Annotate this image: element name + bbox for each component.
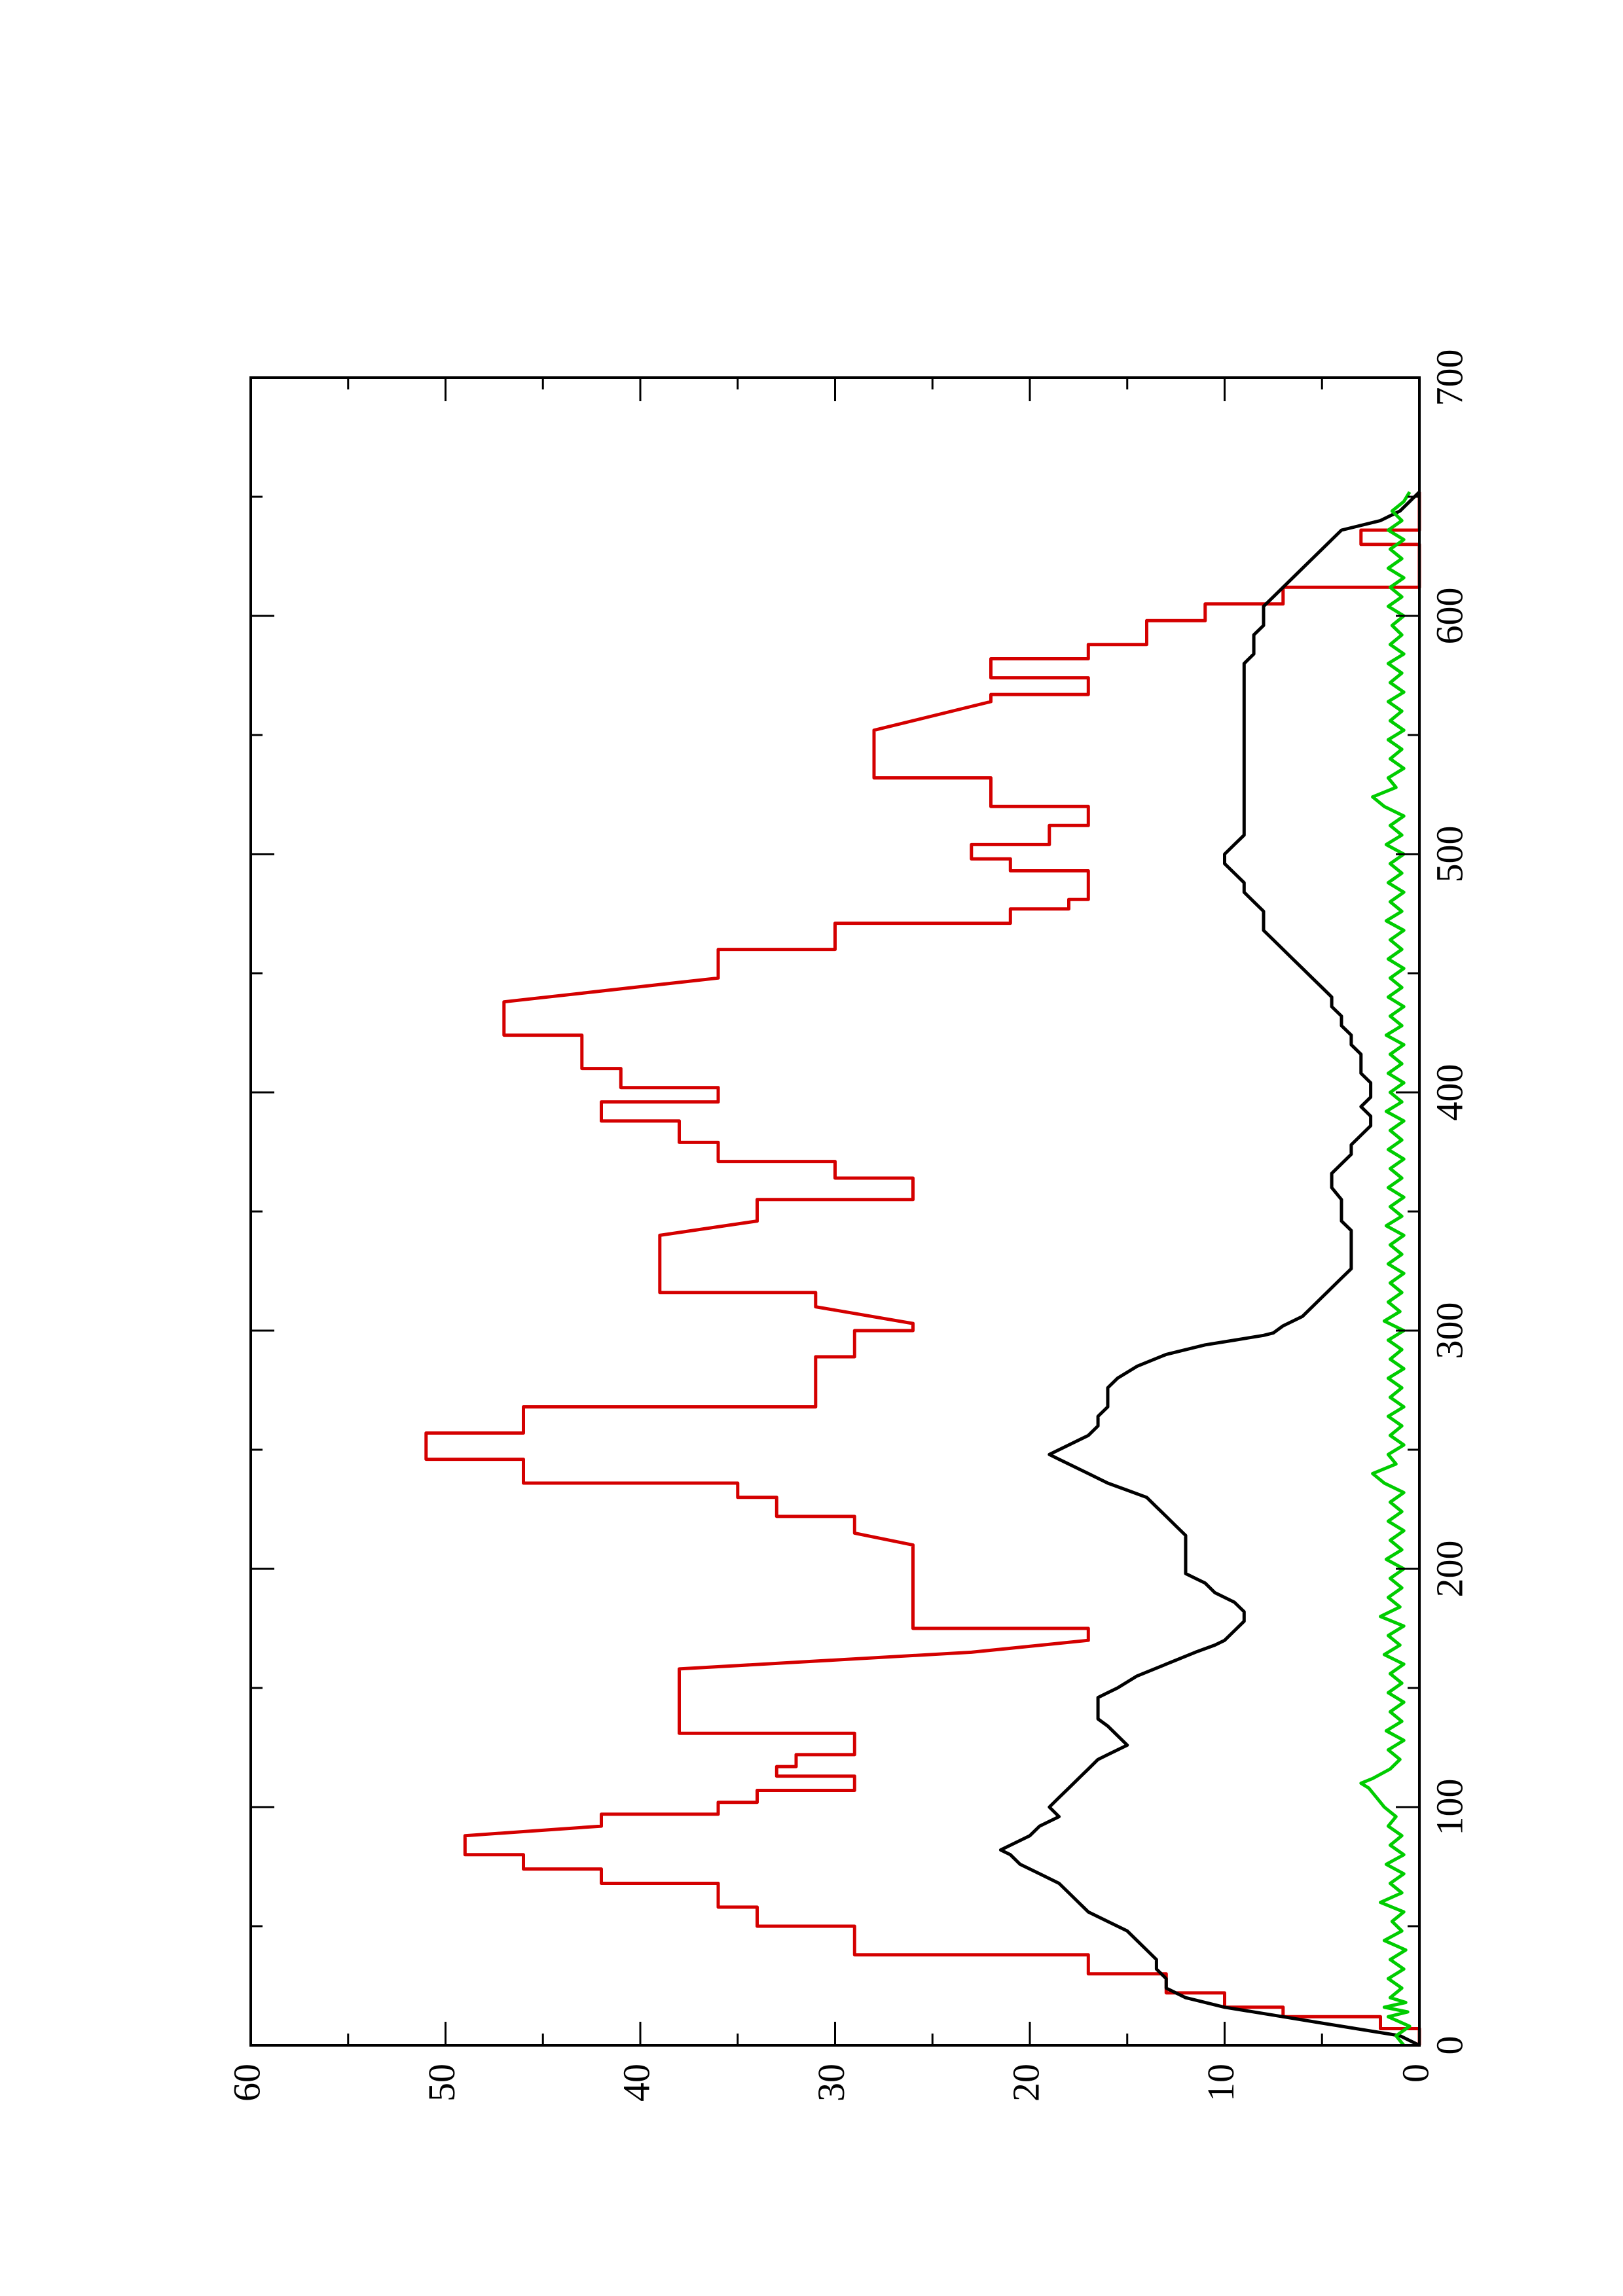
x-tick-label: 200 xyxy=(1428,1541,1470,1598)
series-line-red xyxy=(424,492,1421,2045)
plot-frame xyxy=(249,376,1421,2047)
axis-ticks xyxy=(249,376,1421,2047)
x-tick-label: 400 xyxy=(1428,1064,1470,1121)
y-tick-label: 40 xyxy=(615,2064,657,2102)
y-tick-label: 0 xyxy=(1394,2064,1436,2083)
x-tick-label: 500 xyxy=(1428,826,1470,883)
y-tick-label: 50 xyxy=(420,2064,463,2102)
x-tick-label: 600 xyxy=(1428,588,1470,645)
y-tick-label: 10 xyxy=(1199,2064,1242,2102)
y-tick-label: 20 xyxy=(1004,2064,1047,2102)
series-line-green xyxy=(1359,491,1412,2047)
x-tick-label: 100 xyxy=(1428,1779,1470,1836)
y-tick-label: 30 xyxy=(810,2064,852,2102)
y-tick-label: 60 xyxy=(225,2064,268,2102)
x-tick-label: 700 xyxy=(1428,350,1470,406)
tick-labels: 0 100 200 300 400 500 600 700 0 10 20 30 40 50 60 xyxy=(225,350,1470,2102)
x-tick-label: 0 xyxy=(1428,2036,1470,2055)
x-tick-label: 300 xyxy=(1428,1302,1470,1359)
series-line-black xyxy=(998,490,1421,2047)
series-layer xyxy=(424,490,1421,2047)
